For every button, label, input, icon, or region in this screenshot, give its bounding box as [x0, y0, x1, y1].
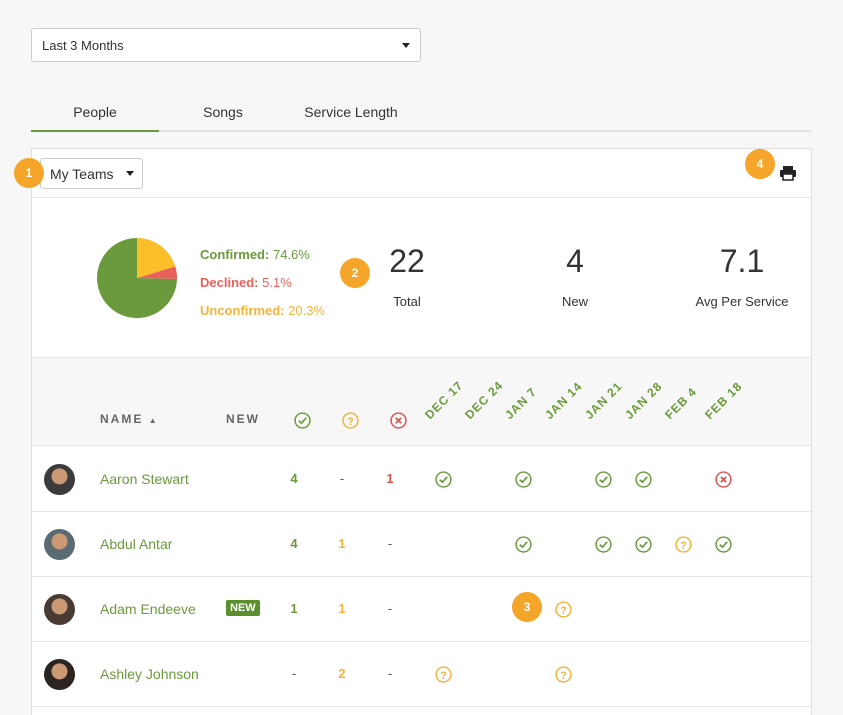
unconfirmed-count: 2 [338, 666, 346, 681]
date-column-header: DEC 24 [462, 378, 506, 422]
person-name-link[interactable]: Adam Endeeve [100, 601, 196, 617]
avatar [44, 464, 75, 495]
table-row: Aaron Stewart 4 - 1 [32, 447, 811, 512]
svg-text:?: ? [440, 670, 446, 682]
status-pie-chart [97, 238, 177, 318]
pie-legend: Confirmed: 74.6% Declined: 5.1% Unconfir… [200, 241, 325, 325]
confirmed-status-icon[interactable] [635, 536, 652, 553]
date-column-header: JAN 7 [502, 384, 540, 422]
confirmed-count: 1 [290, 601, 298, 616]
person-name-link[interactable]: Aaron Stewart [100, 471, 189, 487]
tab-songs[interactable]: Songs [203, 104, 243, 120]
stat-total: 22 Total [372, 243, 442, 309]
stat-new-label: New [561, 294, 588, 309]
confirmed-count: 4 [290, 471, 298, 486]
declined-column-icon [390, 412, 407, 429]
tab-people[interactable]: People [31, 92, 159, 132]
legend-unconfirmed: Unconfirmed: 20.3% [200, 303, 325, 318]
avatar [44, 659, 75, 690]
new-badge: NEW [226, 600, 260, 616]
table-row: Abdul Antar 4 1 -? [32, 512, 811, 577]
declined-status-icon[interactable] [715, 471, 732, 488]
confirmed-status-icon[interactable] [435, 471, 452, 488]
date-range-value: Last 3 Months [42, 37, 124, 53]
chevron-down-icon [125, 171, 134, 176]
unconfirmed-status-icon[interactable]: ? [555, 666, 572, 683]
confirmed-status-icon[interactable] [595, 536, 612, 553]
svg-text:?: ? [680, 540, 686, 552]
person-name-link[interactable]: Ashley Johnson [100, 666, 199, 682]
callout-badge-3: 3 [512, 592, 542, 622]
date-column-header: JAN 14 [542, 379, 586, 422]
svg-text:?: ? [560, 605, 566, 617]
tab-service-length[interactable]: Service Length [304, 104, 398, 120]
callout-badge-2: 2 [340, 258, 370, 288]
stat-avg: 7.1 Avg Per Service [687, 243, 797, 309]
chevron-down-icon [402, 42, 410, 48]
date-column-header: DEC 17 [422, 378, 466, 422]
confirmed-count: - [291, 666, 297, 681]
unconfirmed-column-icon: ? [342, 412, 359, 429]
report-tabs: People Songs Service Length [31, 92, 811, 132]
table-row: Ashley Johnson - 2 -?? [32, 642, 811, 707]
pie-slice-declined [137, 266, 177, 280]
pie-slice-unconfirmed [137, 238, 176, 278]
declined-count: - [387, 536, 393, 551]
pie-slice-confirmed [97, 238, 177, 318]
avatar [44, 529, 75, 560]
panel-toolbar: My Teams [32, 149, 811, 198]
stat-avg-label: Avg Per Service [695, 294, 789, 309]
date-column-header: JAN 28 [622, 379, 666, 422]
callout-badge-1: 1 [14, 158, 44, 188]
declined-count: 1 [386, 471, 394, 486]
unconfirmed-status-icon[interactable]: ? [555, 601, 572, 618]
svg-text:?: ? [347, 416, 353, 428]
date-column-header: JAN 21 [582, 379, 626, 422]
declined-count: - [387, 601, 393, 616]
date-range-select[interactable]: Last 3 Months [31, 28, 421, 62]
confirmed-status-icon[interactable] [715, 536, 732, 553]
date-column-header: FEB 4 [662, 384, 700, 422]
people-report-panel: My Teams Confirmed: 74.6% Declined: 5.1%… [31, 148, 812, 715]
summary-section: Confirmed: 74.6% Declined: 5.1% Unconfir… [32, 198, 811, 358]
legend-confirmed: Confirmed: 74.6% [200, 247, 310, 262]
unconfirmed-count: 1 [338, 601, 346, 616]
stat-avg-value: 7.1 [719, 243, 765, 279]
declined-count: - [387, 666, 393, 681]
my-teams-dropdown[interactable]: My Teams [40, 158, 143, 189]
my-teams-label: My Teams [50, 165, 114, 182]
unconfirmed-count: 1 [338, 536, 346, 551]
confirmed-status-icon[interactable] [515, 471, 532, 488]
confirmed-status-icon[interactable] [595, 471, 612, 488]
unconfirmed-status-icon[interactable]: ? [435, 666, 452, 683]
new-column-header: NEW [226, 412, 260, 426]
confirmed-column-icon [294, 412, 311, 429]
stat-new-value: 4 [566, 243, 584, 279]
avatar [44, 594, 75, 625]
confirmed-count: 4 [290, 536, 298, 551]
stat-total-value: 22 [389, 243, 425, 279]
name-column-header[interactable]: NAME ▲ [100, 412, 159, 426]
unconfirmed-status-icon[interactable]: ? [675, 536, 692, 553]
sort-asc-icon: ▲ [148, 416, 159, 425]
print-icon[interactable] [779, 164, 797, 182]
unconfirmed-count: - [339, 471, 345, 486]
confirmed-status-icon[interactable] [515, 536, 532, 553]
stat-new: 4 New [540, 243, 610, 309]
date-column-header: FEB 18 [702, 379, 746, 422]
callout-badge-4: 4 [745, 149, 775, 179]
table-row: Adam Endeeve NEW 1 1 -? [32, 577, 811, 642]
grid-header: NAME ▲ NEW ? DEC 17 DEC 24 JAN 7 JAN 14 JAN … [32, 358, 811, 446]
person-name-link[interactable]: Abdul Antar [100, 536, 173, 552]
confirmed-status-icon[interactable] [635, 471, 652, 488]
legend-declined: Declined: 5.1% [200, 275, 292, 290]
stat-total-label: Total [393, 294, 421, 309]
svg-text:?: ? [560, 670, 566, 682]
